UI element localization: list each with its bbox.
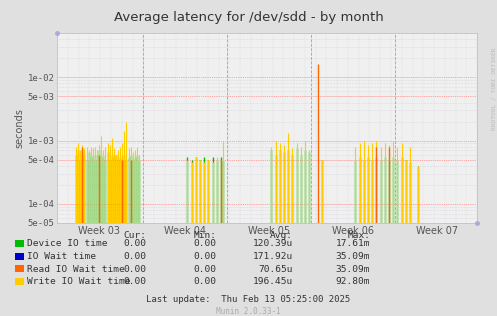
Y-axis label: seconds: seconds (15, 108, 25, 148)
Text: 120.39u: 120.39u (253, 240, 293, 248)
Text: 0.00: 0.00 (193, 277, 216, 286)
Text: Read IO Wait time: Read IO Wait time (27, 265, 125, 274)
Text: 0.00: 0.00 (124, 277, 147, 286)
Text: Device IO time: Device IO time (27, 240, 108, 248)
Text: 70.65u: 70.65u (259, 265, 293, 274)
Text: Min:: Min: (193, 231, 216, 240)
Text: 0.00: 0.00 (124, 265, 147, 274)
Text: 0.00: 0.00 (124, 252, 147, 261)
Text: Average latency for /dev/sdd - by month: Average latency for /dev/sdd - by month (114, 11, 383, 24)
Text: 171.92u: 171.92u (253, 252, 293, 261)
Text: 35.09m: 35.09m (336, 252, 370, 261)
Text: 196.45u: 196.45u (253, 277, 293, 286)
Text: Last update:  Thu Feb 13 05:25:00 2025: Last update: Thu Feb 13 05:25:00 2025 (147, 295, 350, 303)
Text: 17.61m: 17.61m (336, 240, 370, 248)
Text: 0.00: 0.00 (124, 240, 147, 248)
Text: RRDTOOL / TOBI OETIKER: RRDTOOL / TOBI OETIKER (491, 47, 496, 130)
Text: Munin 2.0.33-1: Munin 2.0.33-1 (216, 307, 281, 316)
Text: 35.09m: 35.09m (336, 265, 370, 274)
Text: Cur:: Cur: (124, 231, 147, 240)
Text: Write IO Wait time: Write IO Wait time (27, 277, 131, 286)
Text: IO Wait time: IO Wait time (27, 252, 96, 261)
Text: Max:: Max: (347, 231, 370, 240)
Text: Avg:: Avg: (270, 231, 293, 240)
Text: 0.00: 0.00 (193, 252, 216, 261)
Text: 0.00: 0.00 (193, 240, 216, 248)
Text: 0.00: 0.00 (193, 265, 216, 274)
Text: 92.80m: 92.80m (336, 277, 370, 286)
